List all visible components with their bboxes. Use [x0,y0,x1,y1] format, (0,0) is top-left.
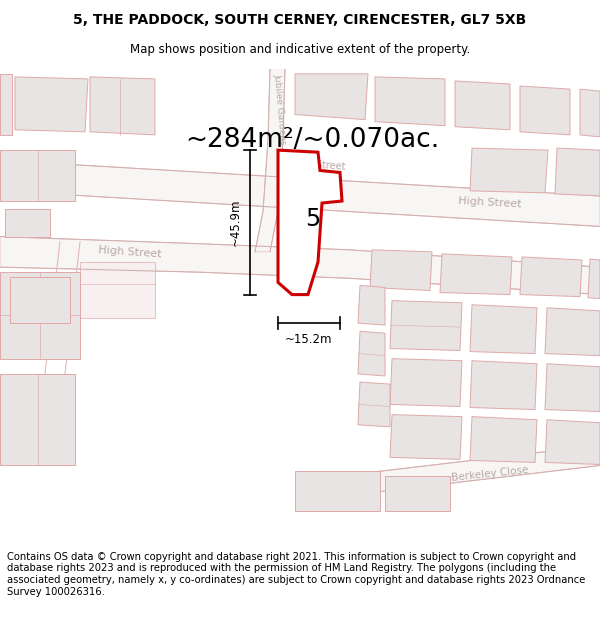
Polygon shape [300,445,600,501]
Text: High Street: High Street [290,159,346,172]
Polygon shape [588,259,600,299]
Polygon shape [390,301,462,351]
Text: Map shows position and indicative extent of the property.: Map shows position and indicative extent… [130,42,470,56]
Polygon shape [545,420,600,464]
Polygon shape [0,160,600,226]
Polygon shape [520,257,582,297]
Polygon shape [390,414,462,459]
Polygon shape [470,305,537,354]
Text: Jubilee Gardens: Jubilee Gardens [272,74,287,146]
Polygon shape [0,272,80,359]
Polygon shape [358,382,390,427]
Polygon shape [255,69,285,252]
Polygon shape [90,77,155,135]
Polygon shape [295,471,380,511]
Polygon shape [80,262,155,318]
Polygon shape [390,359,462,406]
Polygon shape [0,150,75,201]
Polygon shape [455,81,510,130]
Polygon shape [440,254,512,294]
Polygon shape [545,364,600,412]
Polygon shape [555,148,600,196]
Text: Contains OS data © Crown copyright and database right 2021. This information is : Contains OS data © Crown copyright and d… [7,552,586,597]
Text: High Street: High Street [458,196,522,209]
Polygon shape [10,278,70,323]
Text: ~45.9m: ~45.9m [229,199,242,246]
Text: High Street: High Street [98,244,162,259]
Polygon shape [358,331,385,376]
Polygon shape [385,476,450,511]
Polygon shape [0,74,12,135]
Text: ~15.2m: ~15.2m [285,333,333,346]
Polygon shape [470,361,537,409]
Text: ~284m²/~0.070ac.: ~284m²/~0.070ac. [185,127,439,153]
Polygon shape [0,237,600,294]
Polygon shape [470,417,537,462]
Polygon shape [278,150,342,294]
Polygon shape [15,77,88,132]
Polygon shape [358,286,385,325]
Polygon shape [520,86,570,135]
Text: 5, THE PADDOCK, SOUTH CERNEY, CIRENCESTER, GL7 5XB: 5, THE PADDOCK, SOUTH CERNEY, CIRENCESTE… [73,13,527,27]
Text: Berkeley Close: Berkeley Close [451,464,529,482]
Text: 5: 5 [305,208,320,231]
Polygon shape [470,148,548,193]
Polygon shape [375,77,445,126]
Polygon shape [370,250,432,291]
Polygon shape [0,374,75,466]
Polygon shape [545,308,600,356]
Polygon shape [5,209,50,237]
Polygon shape [580,89,600,137]
Polygon shape [295,74,368,119]
